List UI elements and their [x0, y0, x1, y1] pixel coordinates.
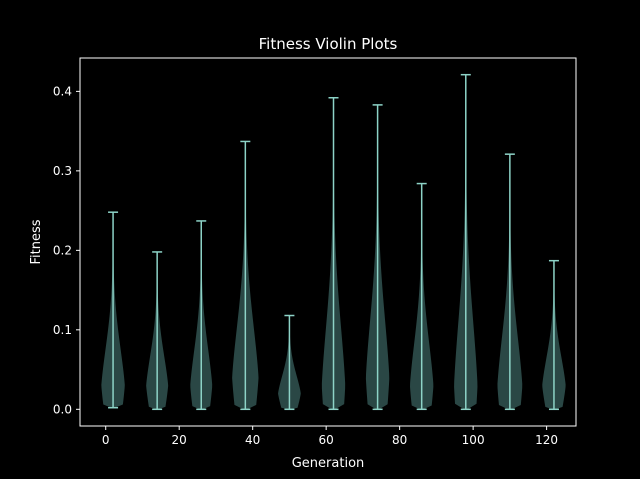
chart-title: Fitness Violin Plots — [259, 35, 398, 53]
violins-group — [101, 73, 566, 411]
y-tick-label: 0.3 — [53, 164, 72, 178]
violin — [497, 153, 523, 411]
violin — [365, 104, 390, 411]
violin — [190, 220, 213, 411]
violin — [321, 96, 346, 411]
plot-frame — [79, 57, 577, 427]
violin — [232, 140, 259, 411]
x-axis-ticks: 0 20 40 60 80 100 120 — [102, 426, 558, 447]
x-tick-label: 40 — [245, 433, 260, 447]
x-tick-label: 20 — [172, 433, 187, 447]
violin — [278, 314, 301, 411]
x-tick-label: 80 — [392, 433, 407, 447]
violin — [146, 251, 169, 411]
violin — [101, 211, 125, 409]
y-tick-label: 0.2 — [53, 243, 72, 257]
y-tick-label: 0.4 — [53, 84, 72, 98]
x-tick-label: 60 — [319, 433, 334, 447]
x-tick-label: 0 — [102, 433, 110, 447]
x-axis-label: Generation — [292, 456, 365, 471]
violin — [454, 73, 478, 411]
x-tick-label: 100 — [462, 433, 485, 447]
violin — [410, 182, 434, 411]
y-tick-label: 0.0 — [53, 402, 72, 416]
y-tick-label: 0.1 — [53, 323, 72, 337]
y-axis-ticks: 0.0 0.1 0.2 0.3 0.4 — [53, 84, 80, 416]
y-axis-label: Fitness — [29, 219, 44, 264]
x-tick-label: 120 — [535, 433, 558, 447]
violin — [542, 259, 566, 411]
